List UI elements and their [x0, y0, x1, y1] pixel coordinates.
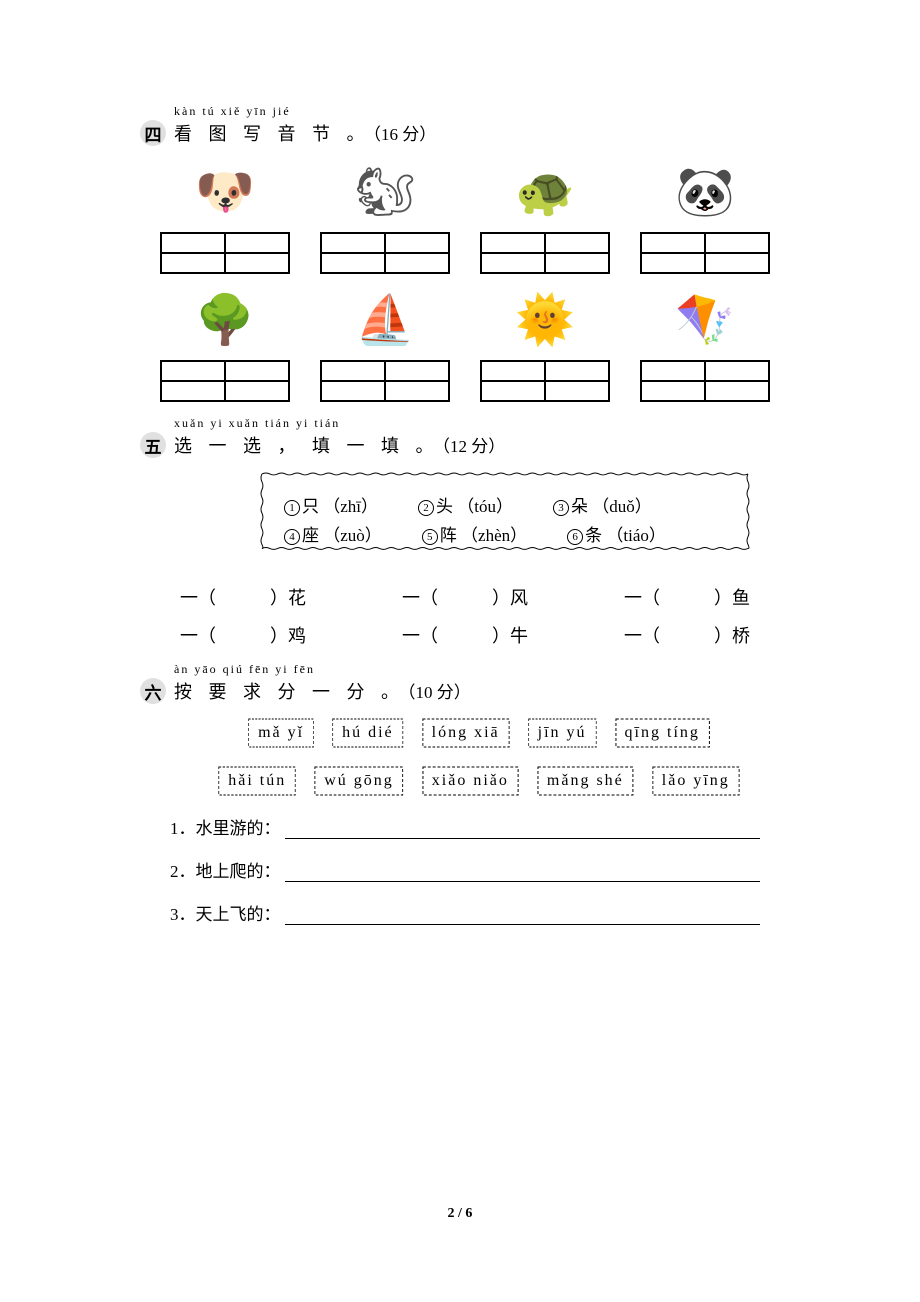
word-box: qīng tíng	[615, 718, 710, 748]
section-hanzi: 按 要 求 分 一 分 。	[174, 682, 405, 702]
word-box: hú dié	[332, 718, 404, 748]
section-points: （12 分）	[442, 437, 506, 456]
section-title: kàn tú xiě yīn jié 看 图 写 音 节 。（16 分）	[174, 120, 436, 146]
answer-grid[interactable]	[160, 232, 290, 274]
answer-grid[interactable]	[640, 360, 770, 402]
word-box: mǎ yǐ	[248, 718, 314, 748]
category-label: 3．天上飞的：	[170, 900, 281, 925]
answer-line[interactable]	[285, 862, 761, 882]
kite-icon: 🪁	[660, 284, 750, 354]
category-row: 1．水里游的：	[170, 814, 760, 839]
fill-item[interactable]: 一（ ）桥	[624, 622, 750, 648]
answer-grid[interactable]	[640, 232, 770, 274]
boat-icon: ⛵	[340, 284, 430, 354]
answer-grid[interactable]	[480, 232, 610, 274]
options-box: 1只 （zhī） 2头 （tóu） 3朵 （duǒ） 4座 （zuò） 5阵 （…	[260, 472, 750, 566]
word-box: lóng xiā	[422, 718, 510, 748]
section-pinyin: kàn tú xiě yīn jié	[174, 104, 291, 119]
option-item: 3朵 （duǒ）	[553, 492, 652, 517]
option-item: 1只 （zhī）	[284, 492, 378, 517]
sun-icon: 🌞	[500, 284, 590, 354]
section-5: 五 xuǎn yi xuǎn tián yi tián 选 一 选 ， 填 一 …	[140, 432, 790, 648]
squirrel-icon: 🐿	[340, 156, 430, 226]
fill-item[interactable]: 一（ ）花	[180, 584, 306, 610]
section-num-badge: 四	[140, 120, 166, 146]
image-cell: 🌳	[160, 284, 290, 402]
fill-item[interactable]: 一（ ）鸡	[180, 622, 306, 648]
options-row-2: 4座 （zuò） 5阵 （zhèn） 6条 （tiáo）	[284, 521, 726, 546]
section-6-header: 六 àn yāo qiú fēn yi fēn 按 要 求 分 一 分 。（10…	[140, 678, 790, 704]
category-label: 1．水里游的：	[170, 814, 281, 839]
section-5-header: 五 xuǎn yi xuǎn tián yi tián 选 一 选 ， 填 一 …	[140, 432, 790, 458]
category-lines: 1．水里游的： 2．地上爬的： 3．天上飞的：	[170, 814, 760, 925]
dog-icon: 🐶	[180, 156, 270, 226]
answer-line[interactable]	[285, 905, 761, 925]
panda-icon: 🐼	[660, 156, 750, 226]
fill-row: 一（ ）花 一（ ）风 一（ ）鱼	[180, 584, 750, 610]
section-4: 四 kàn tú xiě yīn jié 看 图 写 音 节 。（16 分） 🐶…	[140, 120, 790, 402]
option-item: 4座 （zuò）	[284, 521, 382, 546]
word-box: jīn yú	[528, 718, 597, 748]
image-row-1: 🐶 🐿 🐢 🐼	[160, 156, 770, 274]
answer-grid[interactable]	[320, 360, 450, 402]
page-number: 2 / 6	[0, 1206, 920, 1222]
answer-grid[interactable]	[320, 232, 450, 274]
section-title: àn yāo qiú fēn yi fēn 按 要 求 分 一 分 。（10 分…	[174, 678, 471, 704]
option-item: 2头 （tóu）	[418, 492, 513, 517]
category-label: 2．地上爬的：	[170, 857, 281, 882]
image-cell: 🐶	[160, 156, 290, 274]
word-box: xiǎo niǎo	[422, 766, 519, 796]
fill-item[interactable]: 一（ ）牛	[402, 622, 528, 648]
word-box: hǎi tún	[218, 766, 296, 796]
word-row-2: hǎi tún wú gōng xiǎo niǎo mǎng shé lǎo y…	[168, 766, 790, 796]
section-4-header: 四 kàn tú xiě yīn jié 看 图 写 音 节 。（16 分）	[140, 120, 790, 146]
fill-blanks: 一（ ）花 一（ ）风 一（ ）鱼 一（ ）鸡 一（ ）牛 一（ ）桥	[180, 584, 750, 648]
section-hanzi: 看 图 写 音 节 。	[174, 124, 371, 144]
section-hanzi: 选 一 选 ， 填 一 填 。	[174, 436, 440, 456]
image-cell: 🐢	[480, 156, 610, 274]
category-row: 3．天上飞的：	[170, 900, 760, 925]
willow-icon: 🌳	[180, 284, 270, 354]
option-item: 5阵 （zhèn）	[422, 521, 527, 546]
word-row-1: mǎ yǐ hú dié lóng xiā jīn yú qīng tíng	[168, 718, 790, 748]
answer-grid[interactable]	[480, 360, 610, 402]
section-num-badge: 六	[140, 678, 166, 704]
section-pinyin: xuǎn yi xuǎn tián yi tián	[174, 416, 340, 431]
fill-item[interactable]: 一（ ）鱼	[624, 584, 750, 610]
image-row-2: 🌳 ⛵ 🌞 🪁	[160, 284, 770, 402]
word-box: lǎo yīng	[652, 766, 740, 796]
section-points: （16 分）	[373, 125, 437, 144]
word-boxes: mǎ yǐ hú dié lóng xiā jīn yú qīng tíng h…	[168, 718, 790, 796]
image-cell: 🌞	[480, 284, 610, 402]
turtle-icon: 🐢	[500, 156, 590, 226]
fill-row: 一（ ）鸡 一（ ）牛 一（ ）桥	[180, 622, 750, 648]
image-cell: 🪁	[640, 284, 770, 402]
section-pinyin: àn yāo qiú fēn yi fēn	[174, 662, 315, 677]
option-item: 6条 （tiáo）	[567, 521, 666, 546]
section-points: （10 分）	[407, 683, 471, 702]
answer-grid[interactable]	[160, 360, 290, 402]
answer-line[interactable]	[285, 819, 761, 839]
image-cell: 🐼	[640, 156, 770, 274]
image-cell: 🐿	[320, 156, 450, 274]
section-title: xuǎn yi xuǎn tián yi tián 选 一 选 ， 填 一 填 …	[174, 432, 505, 458]
category-row: 2．地上爬的：	[170, 857, 760, 882]
fill-item[interactable]: 一（ ）风	[402, 584, 528, 610]
word-box: wú gōng	[314, 766, 404, 796]
options-row-1: 1只 （zhī） 2头 （tóu） 3朵 （duǒ）	[284, 492, 726, 517]
section-6: 六 àn yāo qiú fēn yi fēn 按 要 求 分 一 分 。（10…	[140, 678, 790, 925]
image-cell: ⛵	[320, 284, 450, 402]
section-num-badge: 五	[140, 432, 166, 458]
word-box: mǎng shé	[537, 766, 634, 796]
